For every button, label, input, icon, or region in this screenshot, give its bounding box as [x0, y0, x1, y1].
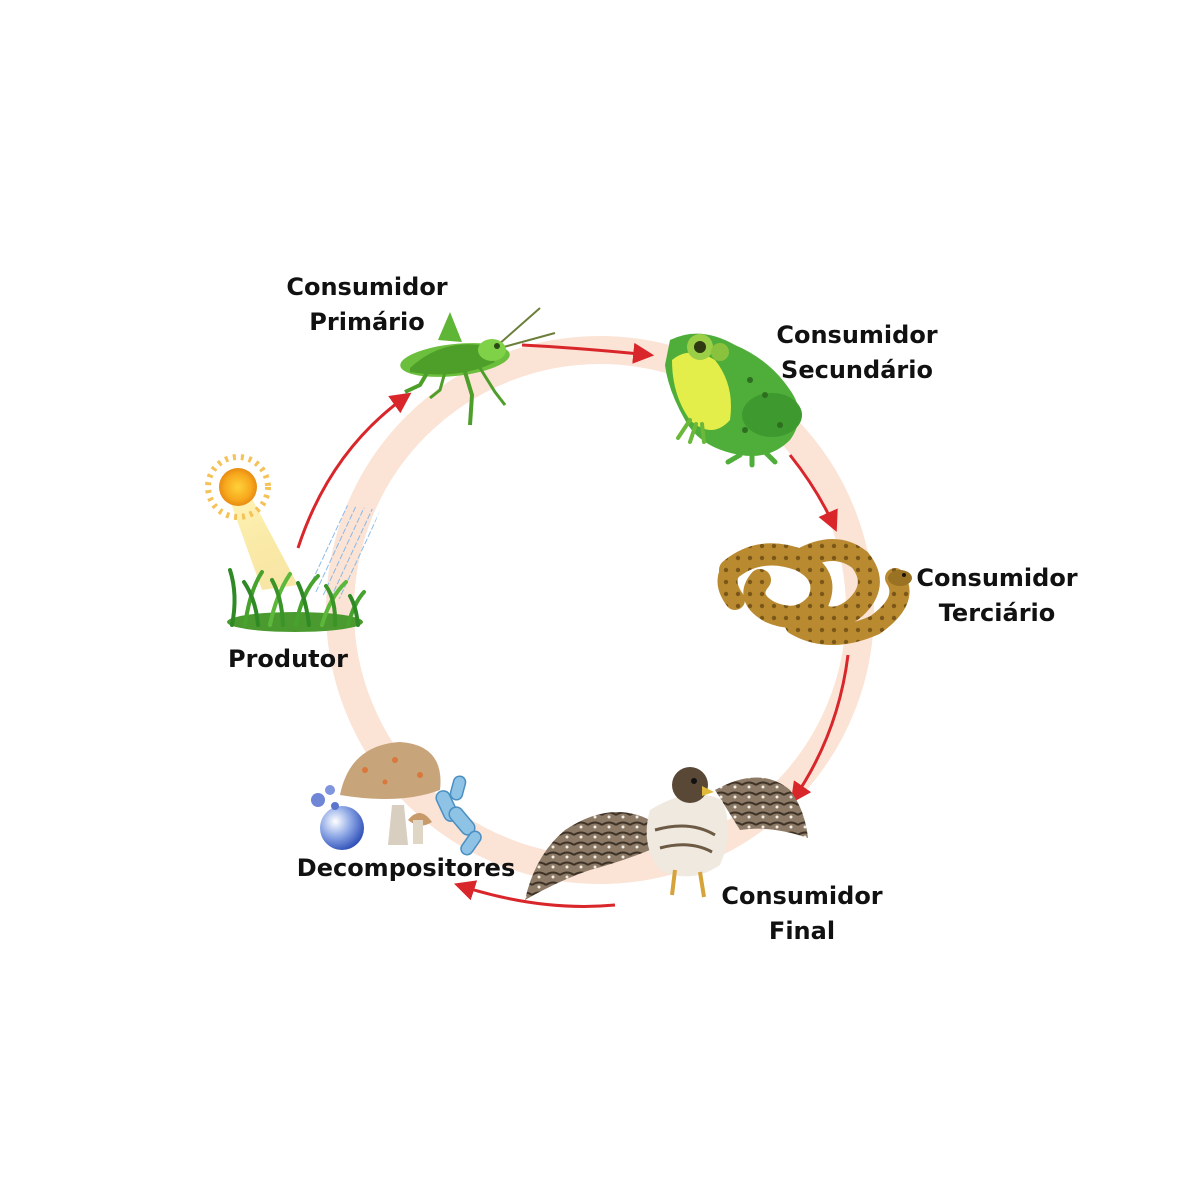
arrow-final-to-decompositores	[454, 880, 616, 908]
label-produtor: Produtor	[228, 645, 348, 673]
grass-sun-rain-icon	[205, 454, 380, 632]
label-consumidor-secundario: Consumidor Secundário	[776, 321, 938, 384]
label-consumidor-terciario: Consumidor Terciário	[916, 564, 1078, 627]
grasshopper-icon	[400, 307, 556, 426]
frog-icon	[665, 333, 802, 468]
snake-icon	[717, 539, 912, 645]
label-decompositores: Decompositores	[296, 854, 516, 882]
arrow-primario-to-secundario	[521, 342, 655, 364]
arrow-secundario-to-terciario	[788, 454, 838, 532]
sun-icon	[205, 454, 271, 520]
label-consumidor-primario: Consumidor Primário	[286, 273, 448, 336]
mushroom-bacteria-icon	[311, 742, 482, 856]
hawk-icon	[525, 767, 808, 900]
bacteria-icon	[435, 775, 482, 856]
arrow-terciario-to-final	[790, 654, 850, 804]
arrow-produtor-to-primario	[296, 392, 412, 549]
label-consumidor-final: Consumidor Final	[721, 882, 883, 945]
grass-icon	[227, 568, 366, 632]
